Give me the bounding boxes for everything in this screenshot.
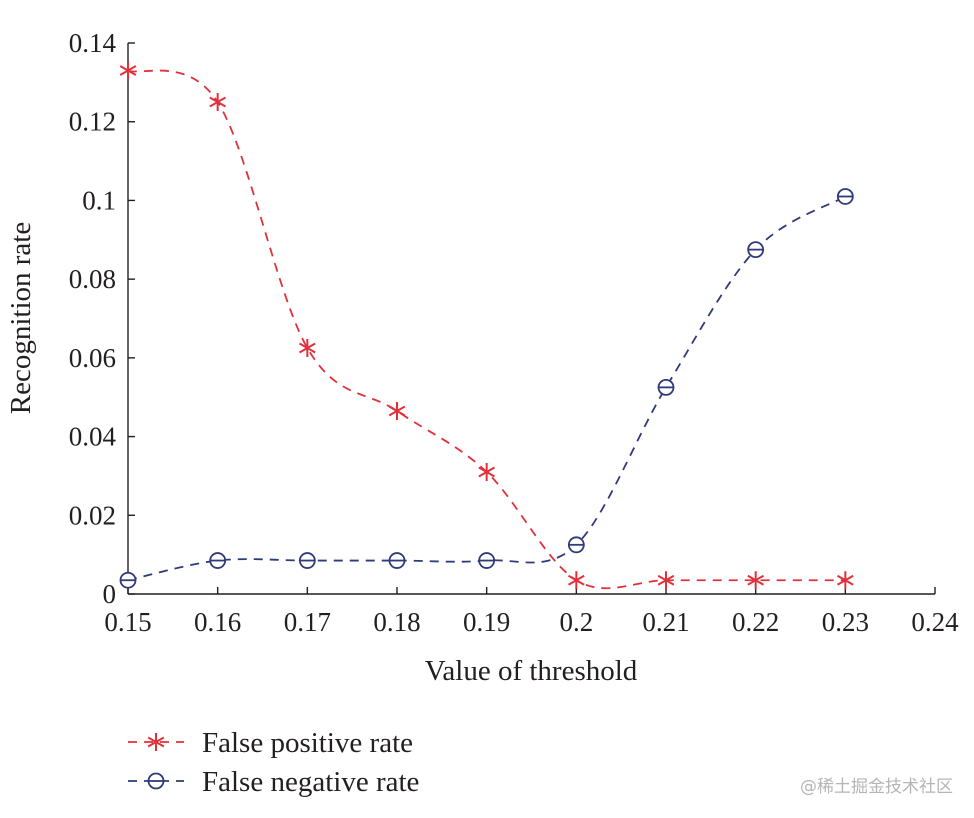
x-tick-label: 0.23 xyxy=(822,607,869,637)
data-point-series-1 xyxy=(209,93,226,112)
legend-marker-1 xyxy=(147,733,165,751)
y-tick-label: 0.1 xyxy=(82,185,116,215)
x-axis-ticks: 0.15 0.16 0.17 0.18 0.19 0.2 0.21 0.22 0.23 0.24 xyxy=(104,587,959,637)
y-tick-label: 0.02 xyxy=(69,500,116,530)
data-point-series-1 xyxy=(568,571,585,590)
x-tick-label: 0.17 xyxy=(284,607,331,637)
series-layer xyxy=(119,61,854,590)
data-point-series-2 xyxy=(836,188,854,205)
data-point-series-1 xyxy=(747,571,764,590)
x-tick-label: 0.2 xyxy=(559,607,593,637)
x-tick-label: 0.24 xyxy=(911,607,959,637)
legend: False positive rate False negative rate xyxy=(128,727,419,798)
y-tick-label: 0.04 xyxy=(69,422,117,452)
y-tick-label: 0.08 xyxy=(69,264,116,294)
legend-label-2: False negative rate xyxy=(202,766,419,798)
data-point-series-1 xyxy=(388,401,406,420)
data-point-series-2 xyxy=(567,536,585,554)
x-tick-label: 0.16 xyxy=(194,607,241,637)
data-point-series-2 xyxy=(298,552,316,569)
data-point-series-1 xyxy=(299,339,316,358)
series-line-1 xyxy=(127,69,846,590)
data-point-series-2 xyxy=(388,552,406,569)
watermark-text: @稀土掘金技术社区 xyxy=(800,777,953,797)
data-point-series-2 xyxy=(657,378,675,396)
x-tick-label: 0.15 xyxy=(104,607,151,637)
data-point-series-1 xyxy=(657,571,675,590)
data-point-series-2 xyxy=(209,552,227,569)
data-point-series-1 xyxy=(478,462,495,481)
y-tick-label: 0.12 xyxy=(69,107,116,137)
data-point-series-1 xyxy=(119,61,137,80)
data-point-series-2 xyxy=(119,571,137,589)
x-tick-label: 0.18 xyxy=(373,607,420,637)
x-tick-label: 0.22 xyxy=(732,607,779,637)
y-tick-label: 0.14 xyxy=(69,28,117,58)
legend-label-1: False positive rate xyxy=(202,727,413,759)
legend-marker-2 xyxy=(147,772,165,790)
data-point-series-2 xyxy=(747,241,765,259)
x-tick-label: 0.21 xyxy=(642,607,689,637)
data-point-series-2 xyxy=(478,552,496,569)
y-axis-ticks: 0 0.02 0.04 0.06 0.08 0.1 0.12 0.14 xyxy=(69,28,135,609)
y-tick-label: 0 xyxy=(103,579,117,609)
axes xyxy=(127,43,935,595)
x-axis-title: Value of threshold xyxy=(425,655,638,687)
data-point-series-1 xyxy=(837,571,854,590)
y-axis-title: Recognition rate xyxy=(5,222,37,414)
series-line-2 xyxy=(127,195,846,582)
y-tick-label: 0.06 xyxy=(69,343,116,373)
x-tick-label: 0.19 xyxy=(463,607,510,637)
